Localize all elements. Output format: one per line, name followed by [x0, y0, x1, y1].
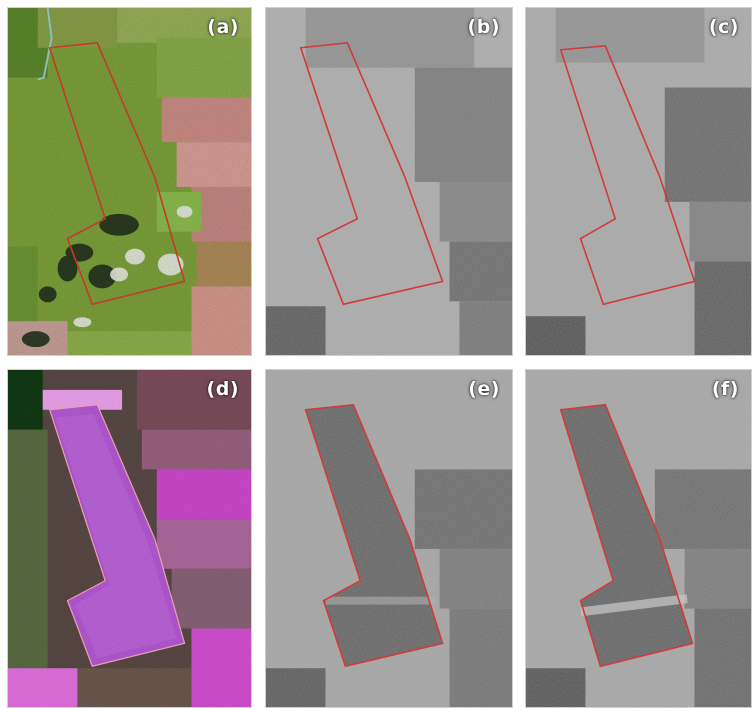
field-outline — [48, 404, 186, 667]
field-outline — [299, 41, 444, 306]
panel-label-e: (e) — [468, 378, 500, 400]
sar-image-c — [526, 8, 751, 355]
panel-c-sar-image: (c) — [525, 7, 752, 356]
field-outline — [559, 44, 696, 306]
optical-image-d — [8, 370, 251, 707]
sar-image-f — [526, 370, 751, 707]
panel-label-a: (a) — [207, 16, 239, 38]
panel-d-optical-image: (d) — [7, 369, 252, 708]
field-outline — [559, 403, 694, 668]
field-outline — [48, 41, 186, 306]
panel-label-b: (b) — [467, 16, 500, 38]
optical-image-a — [8, 8, 251, 355]
panel-label-d: (d) — [206, 378, 239, 400]
sar-image-e — [266, 370, 512, 707]
sar-image-b — [266, 8, 512, 355]
field-outline — [304, 403, 444, 668]
panel-b-sar-image: (b) — [265, 7, 513, 356]
panel-a-optical-image: (a) — [7, 7, 252, 356]
panel-e-sar-image: (e) — [265, 369, 513, 708]
panel-label-c: (c) — [708, 16, 739, 38]
panel-label-f: (f) — [711, 378, 739, 400]
panel-f-sar-image: (f) — [525, 369, 752, 708]
